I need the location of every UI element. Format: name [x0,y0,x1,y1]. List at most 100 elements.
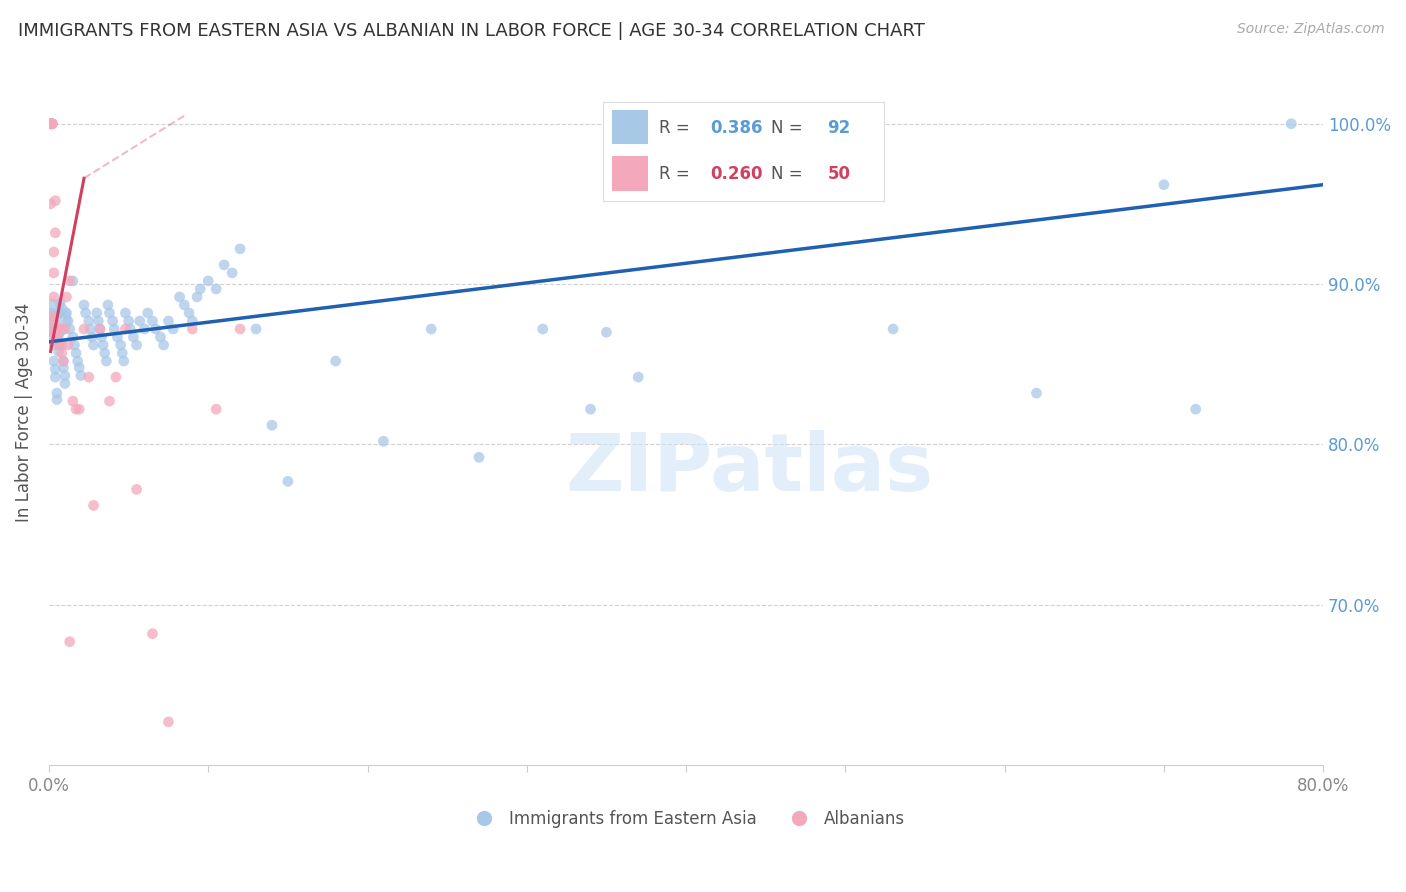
Point [627,370,650,384]
Point [49,322,72,336]
Point [39,117,62,131]
Point [89,322,111,336]
Point [62,330,84,344]
Point [42,266,65,280]
Point [73,322,96,336]
Point [229,322,252,336]
Point [103,322,125,336]
Point [44,370,66,384]
Point [125,483,148,497]
Point [152,338,174,352]
Point [42,290,65,304]
Point [122,330,145,344]
Point [62,394,84,409]
Point [882,322,904,336]
Point [55,290,77,304]
Point [114,306,136,320]
Point [188,282,211,296]
Point [96,354,118,368]
Point [197,274,219,288]
Point [420,322,443,336]
Point [63,338,86,352]
Point [125,338,148,352]
Point [59,322,82,336]
Point [141,626,163,640]
Point [1279,117,1302,131]
Point [49,338,72,352]
Point [56,314,79,328]
Point [181,314,204,328]
Point [41,306,63,320]
Point [80,330,103,344]
Point [373,434,395,449]
Point [157,314,180,328]
Point [65,402,87,417]
Point [111,346,134,360]
Point [134,322,156,336]
Point [42,314,65,328]
Point [212,258,235,272]
Point [186,290,208,304]
Point [45,392,67,407]
Point [325,354,347,368]
Point [39,117,62,131]
Point [112,354,135,368]
Point [91,338,114,352]
Point [52,360,75,375]
Point [120,322,142,336]
Point [229,242,252,256]
Point [114,322,136,336]
Point [205,282,228,296]
Point [45,330,67,344]
Point [42,245,65,260]
Point [41,117,63,131]
Legend: Immigrants from Eastern Asia, Albanians: Immigrants from Eastern Asia, Albanians [461,803,911,834]
Point [67,402,90,417]
Point [41,309,63,323]
Point [59,274,82,288]
Point [179,306,201,320]
Point [97,298,120,312]
Point [49,306,72,320]
Point [51,338,73,352]
Point [59,634,82,648]
Point [136,306,159,320]
Point [834,186,856,200]
Point [205,402,228,417]
Point [277,475,299,489]
Point [1153,178,1175,192]
Point [62,274,84,288]
Point [41,322,63,336]
Point [181,322,204,336]
Point [75,306,97,320]
Point [48,328,70,343]
Point [169,290,191,304]
Point [41,325,63,339]
Point [73,298,96,312]
Point [53,376,76,391]
Point [55,306,77,320]
Point [44,362,66,376]
Y-axis label: In Labor Force | Age 30-34: In Labor Force | Age 30-34 [15,302,32,522]
Point [65,346,87,360]
Point [104,370,127,384]
Point [53,322,76,336]
Point [107,330,129,344]
Point [42,354,65,368]
Point [260,418,283,433]
Point [157,714,180,729]
Point [44,194,66,208]
Point [53,368,76,383]
Point [39,117,62,131]
Point [468,450,491,465]
Point [87,314,110,328]
Point [42,338,65,352]
Point [48,344,70,359]
Point [1025,386,1047,401]
Point [83,338,105,352]
Point [48,322,70,336]
Text: Source: ZipAtlas.com: Source: ZipAtlas.com [1237,22,1385,37]
Point [221,266,243,280]
Text: IMMIGRANTS FROM EASTERN ASIA VS ALBANIAN IN LABOR FORCE | AGE 30-34 CORRELATION : IMMIGRANTS FROM EASTERN ASIA VS ALBANIAN… [18,22,925,40]
Point [39,117,62,131]
